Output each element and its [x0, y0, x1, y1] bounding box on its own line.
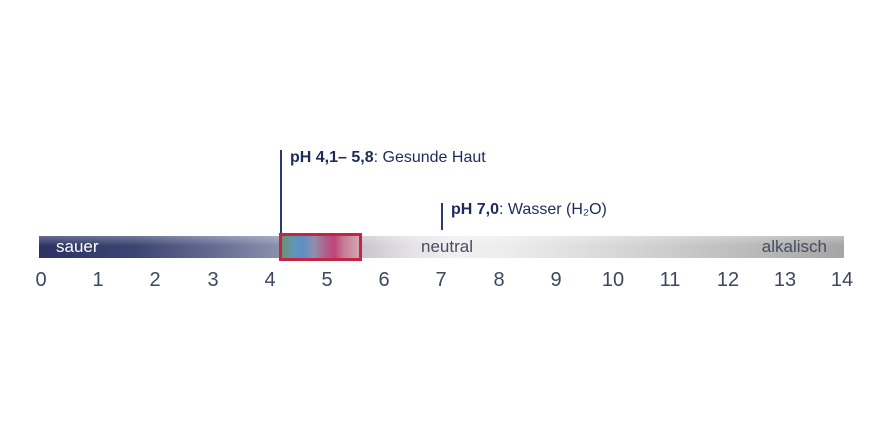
water-annotation: pH 7,0: Wasser (H₂O) [451, 201, 607, 219]
tick-3: 3 [207, 269, 219, 291]
healthy-skin-annotation: pH 4,1– 5,8: Gesunde Haut [290, 149, 486, 167]
tick-5: 5 [321, 269, 333, 291]
tick-14: 14 [830, 269, 854, 291]
healthy-skin-ph-range: pH 4,1– 5,8 [290, 149, 374, 166]
healthy-skin-label: : Gesunde Haut [373, 149, 486, 166]
tick-4: 4 [264, 269, 276, 291]
tick-9: 9 [550, 269, 562, 291]
tick-1: 1 [92, 269, 104, 291]
tick-10: 10 [601, 269, 625, 291]
healthy-skin-pointer-line [280, 150, 282, 233]
tick-11: 11 [659, 269, 681, 291]
water-pointer-line [441, 203, 443, 230]
zone-label-alkaline: alkalisch [761, 237, 827, 256]
healthy-skin-range-box [279, 233, 362, 261]
tick-12: 12 [716, 269, 740, 291]
tick-13: 13 [773, 269, 797, 291]
ph-gradient-bar: sauer neutral alkalisch [39, 236, 844, 258]
water-label: : Wasser (H₂O) [499, 201, 607, 218]
tick-2: 2 [149, 269, 161, 291]
tick-8: 8 [493, 269, 505, 291]
zone-label-neutral: neutral [421, 237, 473, 256]
tick-6: 6 [378, 269, 390, 291]
tick-0: 0 [35, 269, 47, 291]
zone-label-acidic: sauer [56, 237, 99, 256]
tick-7: 7 [435, 269, 447, 291]
water-ph-value: pH 7,0 [451, 201, 500, 218]
